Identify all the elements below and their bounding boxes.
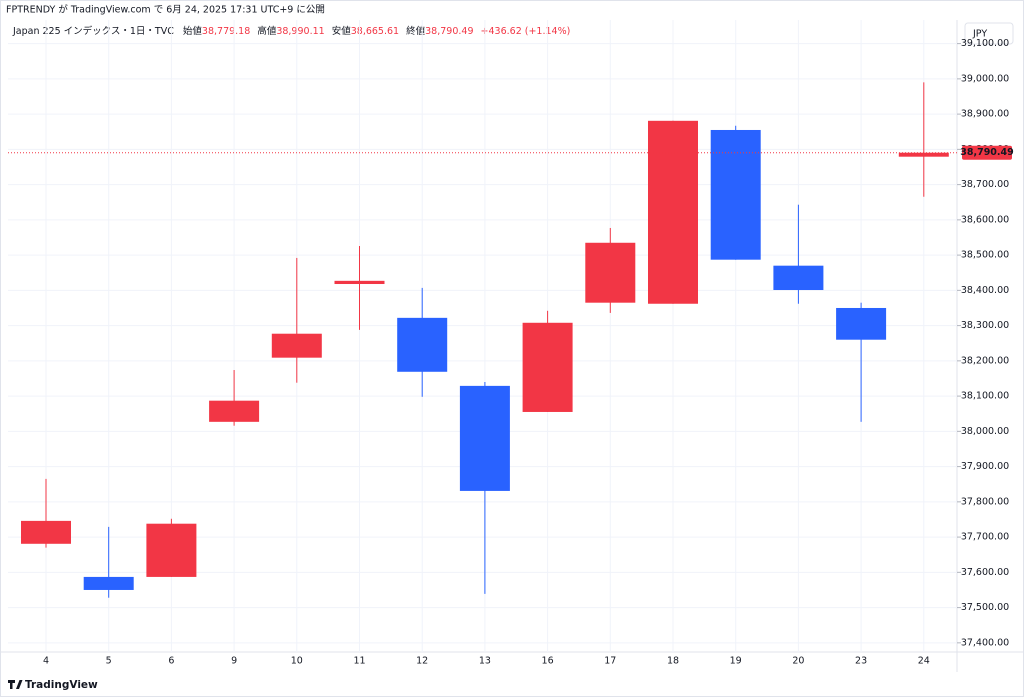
x-tick-label: 9 [231, 656, 237, 667]
legend-line: Japan 225 インデックス・1日・TVC 始値38,779.18 高値38… [12, 25, 570, 37]
x-tick-label: 23 [855, 656, 867, 667]
candle-body [898, 152, 949, 157]
y-tick-label: 37,900.00 [961, 461, 1009, 472]
close-label: 終値 [406, 25, 426, 37]
y-tick-label: 37,700.00 [961, 532, 1009, 543]
x-tick-label: 20 [792, 656, 804, 667]
candle-body [271, 333, 322, 358]
candle-body [334, 280, 385, 285]
y-tick-label: 38,400.00 [961, 285, 1009, 296]
y-tick-label: 39,000.00 [961, 73, 1009, 84]
x-tick-label: 5 [106, 656, 112, 667]
y-tick-label: 37,400.00 [961, 637, 1009, 648]
x-tick-label: 12 [416, 656, 428, 667]
candle-body [773, 265, 824, 291]
logo: TradingView [8, 679, 98, 691]
last-price-tag [962, 145, 1012, 160]
candle-body [397, 317, 448, 372]
candle-body [21, 520, 71, 544]
close-value: 38,790.49 [425, 26, 473, 37]
last-price-label: 38,790.49 [960, 147, 1014, 158]
currency: JPY [972, 29, 987, 40]
x-tick-label: 17 [604, 656, 616, 667]
y-tick-label: 38,200.00 [961, 355, 1009, 366]
candle-body [522, 322, 573, 412]
change-value: +436.62 (+1.14%) [481, 26, 571, 37]
x-tick-label: 10 [291, 656, 303, 667]
y-tick-label: 38,600.00 [961, 214, 1009, 225]
x-tick-label: 18 [667, 656, 679, 667]
logo-mark [8, 680, 23, 689]
low-label: 安値 [332, 25, 352, 37]
y-tick-label: 37,800.00 [961, 496, 1009, 507]
open-value: 38,779.18 [202, 26, 250, 37]
x-tick-label: 19 [730, 656, 742, 667]
y-tick-label: 38,900.00 [961, 109, 1009, 120]
y-tick-label: 38,700.00 [961, 179, 1009, 190]
y-tick-label: 38,500.00 [961, 250, 1009, 261]
x-tick-label: 13 [479, 656, 491, 667]
y-tick-label: 38,000.00 [961, 426, 1009, 437]
x-tick-label: 24 [918, 656, 930, 667]
x-tick-label: 6 [168, 656, 174, 667]
published-note: FPTRENDY が TradingView.com で 6月 24, 2025… [6, 4, 325, 16]
x-tick-label: 4 [43, 656, 49, 667]
high-value: 38,990.11 [276, 26, 324, 37]
candle-body [459, 385, 510, 491]
currency-box[interactable] [964, 22, 1014, 45]
candle-body [209, 400, 260, 422]
y-tick-label: 38,300.00 [961, 320, 1009, 331]
candle-body [146, 523, 197, 577]
low-value: 38,665.61 [351, 26, 399, 37]
y-tick-label: 37,500.00 [961, 602, 1009, 613]
x-tick-label: 16 [542, 656, 554, 667]
candle-body [836, 307, 887, 340]
candle-body [83, 576, 134, 590]
x-tick-label: 11 [353, 656, 365, 667]
y-tick-label: 39,100.00 [961, 38, 1009, 49]
y-tick-label: 38,100.00 [961, 391, 1009, 402]
candle-body [648, 120, 698, 304]
open-label: 始値 [183, 25, 203, 37]
candle-body [585, 242, 636, 303]
brand: TradingView [25, 679, 98, 691]
y-tick-label: 37,600.00 [961, 567, 1009, 578]
candle-body [710, 129, 761, 260]
symbol: Japan 225 インデックス・1日・TVC [12, 25, 174, 37]
high-label: 高値 [257, 25, 277, 37]
